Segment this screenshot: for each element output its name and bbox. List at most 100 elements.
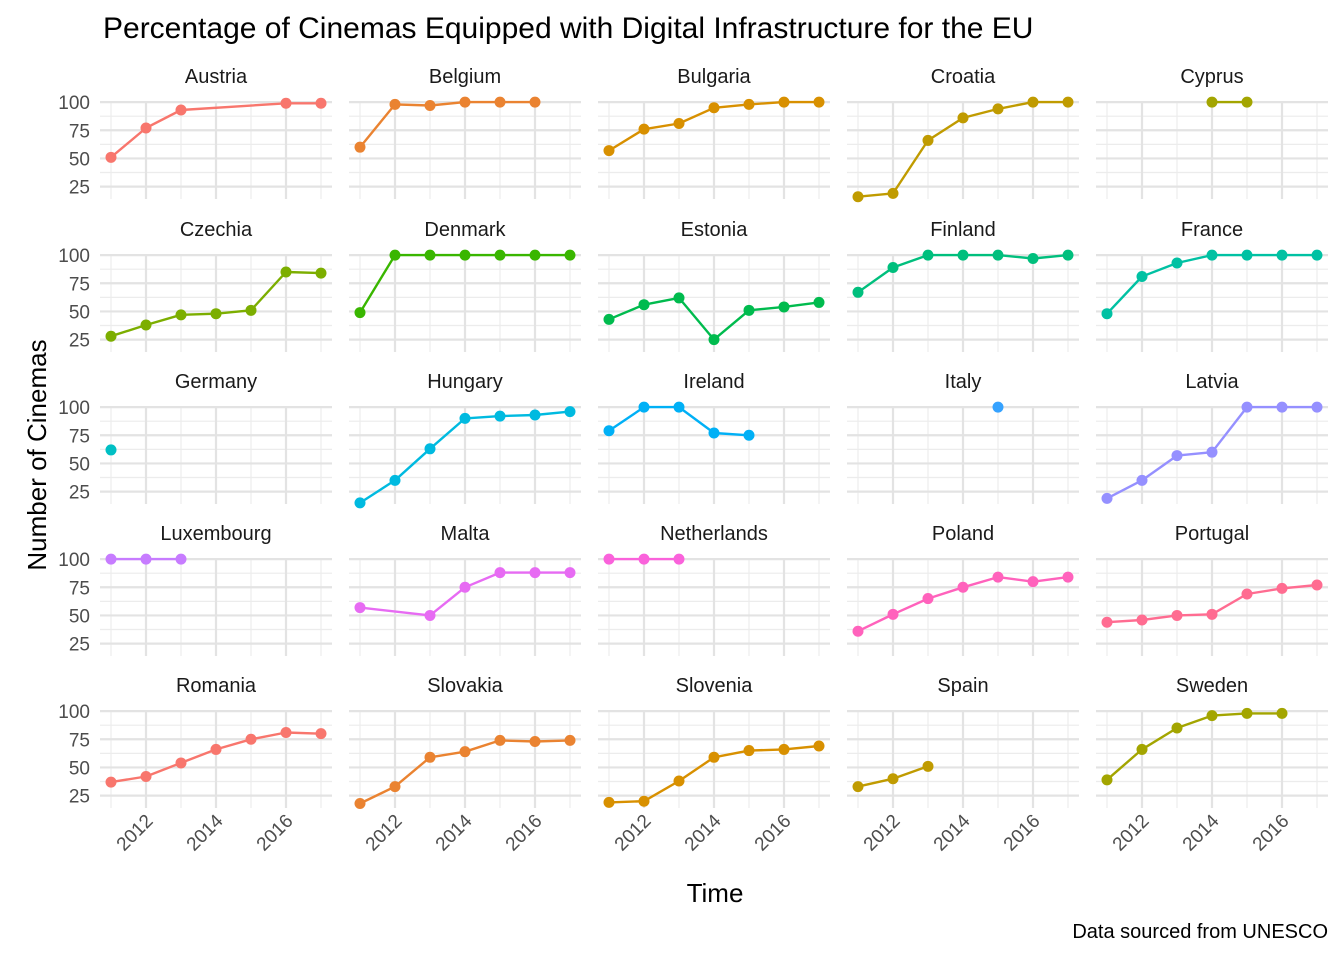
y-tick-label: 25 — [69, 331, 90, 352]
chart-title: Percentage of Cinemas Equipped with Digi… — [103, 12, 1034, 45]
data-point — [140, 319, 152, 331]
data-point — [1241, 707, 1253, 719]
data-point — [638, 795, 650, 807]
facet-strip-title: Slovakia — [427, 675, 503, 697]
facet-strip-title: Latvia — [1185, 371, 1239, 393]
data-point — [603, 313, 615, 325]
facet-strip-title: Czechia — [180, 219, 253, 241]
data-point — [175, 757, 187, 769]
facet-panel: Belgium — [349, 66, 581, 199]
data-point — [743, 745, 755, 757]
data-point — [459, 96, 471, 108]
y-tick-label: 50 — [69, 758, 90, 779]
y-tick-label: 75 — [69, 121, 90, 142]
data-point — [1101, 492, 1113, 504]
data-point — [1241, 588, 1253, 600]
facet-panel: Germany 25 50 75 100 — [58, 371, 332, 504]
data-point — [852, 625, 864, 637]
facet-panel: Slovenia 2012 2014 2016 — [598, 675, 830, 855]
data-point — [105, 330, 117, 342]
series-line — [359, 571, 570, 617]
facet-panel: Italy — [847, 371, 1079, 504]
data-point — [1062, 96, 1074, 108]
data-point — [708, 102, 720, 114]
y-tick-label: 100 — [58, 550, 90, 571]
data-point — [603, 796, 615, 808]
data-point — [708, 751, 720, 763]
data-point — [1136, 271, 1148, 283]
data-point — [1027, 96, 1039, 108]
data-point — [673, 292, 685, 304]
x-tick-label: 2016 — [1249, 811, 1294, 856]
facet-strip-title: Cyprus — [1180, 66, 1243, 88]
facet-strip-title: Spain — [937, 675, 988, 697]
data-point — [564, 406, 576, 418]
y-tick-label: 50 — [69, 606, 90, 627]
facet-panel: Estonia — [598, 219, 830, 352]
data-point — [245, 304, 257, 316]
data-point — [459, 249, 471, 261]
facet-panels: Austria 25 50 75 100 Belgium Bulgaria Croatia Cy… — [58, 66, 1328, 855]
data-point — [315, 267, 327, 279]
data-point — [673, 553, 685, 565]
data-point — [494, 249, 506, 261]
facet-panel: Spain 2012 2014 2016 — [847, 675, 1079, 855]
data-point — [1136, 743, 1148, 755]
data-point — [887, 187, 899, 199]
facet-panel: Bulgaria — [598, 66, 830, 199]
x-tick-label: 2012 — [113, 811, 158, 856]
y-tick-label: 50 — [69, 149, 90, 170]
data-point — [210, 743, 222, 755]
facet-panel: Denmark — [349, 219, 581, 352]
data-point — [529, 409, 541, 421]
facet-strip-title: Portugal — [1175, 523, 1250, 545]
facet-panel: Malta — [349, 523, 581, 656]
facet-strip-title: Austria — [185, 66, 248, 88]
data-point — [1276, 401, 1288, 413]
series-line — [1106, 712, 1282, 781]
data-point — [280, 727, 292, 739]
data-point — [778, 743, 790, 755]
facet-panel: Poland — [847, 523, 1079, 656]
data-point — [175, 104, 187, 116]
data-point — [280, 97, 292, 109]
data-point — [603, 553, 615, 565]
y-tick-label: 50 — [69, 302, 90, 323]
data-point — [743, 304, 755, 316]
facet-strip-title: Slovenia — [676, 675, 754, 697]
data-point — [957, 581, 969, 593]
facet-panel: Hungary — [349, 371, 581, 509]
data-point — [922, 760, 934, 772]
x-tick-label: 2012 — [1109, 811, 1154, 856]
data-point — [992, 249, 1004, 261]
y-tick-label: 25 — [69, 178, 90, 199]
data-point — [564, 734, 576, 746]
data-point — [673, 775, 685, 787]
facet-panel: Czechia 25 50 75 100 — [58, 219, 332, 352]
facet-strip-title: Sweden — [1176, 675, 1248, 697]
facet-panel: Slovakia 2012 2014 2016 — [349, 675, 581, 855]
data-point — [1136, 614, 1148, 626]
data-point — [280, 266, 292, 278]
data-point — [140, 122, 152, 134]
y-tick-label: 100 — [58, 702, 90, 723]
data-point — [1206, 608, 1218, 620]
facet-strip-title: Luxembourg — [160, 523, 271, 545]
facet-panel: Netherlands — [598, 523, 830, 656]
data-point — [210, 308, 222, 320]
data-point — [922, 249, 934, 261]
facet-strip-title: Croatia — [931, 66, 996, 88]
caption: Data sourced from UNESCO — [1072, 921, 1328, 943]
data-point — [887, 608, 899, 620]
data-point — [389, 98, 401, 110]
data-point — [1311, 579, 1323, 591]
data-point — [105, 151, 117, 163]
facet-strip-title: Germany — [175, 371, 257, 393]
y-tick-label: 100 — [58, 246, 90, 267]
x-tick-label: 2014 — [681, 810, 726, 855]
data-point — [529, 249, 541, 261]
x-tick-label: 2012 — [860, 811, 905, 856]
x-tick-label: 2012 — [362, 811, 407, 856]
data-point — [638, 299, 650, 311]
x-tick-label: 2014 — [930, 810, 975, 855]
